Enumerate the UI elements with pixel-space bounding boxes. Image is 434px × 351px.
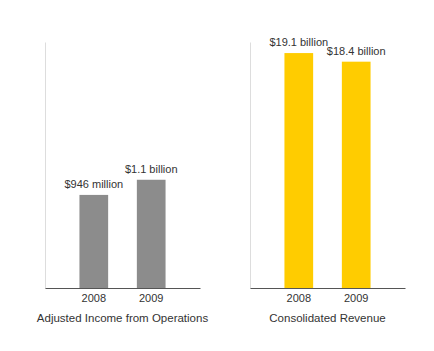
- x-tick: 2008: [82, 292, 106, 304]
- bar: [284, 53, 313, 288]
- x-tick: 2008: [287, 292, 311, 304]
- bar: [137, 180, 166, 288]
- y-axis-line: [45, 43, 46, 289]
- chart-group: 2008 2009 $946 million$1.1 billion Adjusted…: [37, 43, 209, 325]
- y-axis: [250, 43, 251, 289]
- x-axis-line: [251, 288, 406, 289]
- data-label: $1.1 billion: [125, 163, 178, 175]
- bars: [79, 180, 165, 288]
- bar: [342, 62, 371, 288]
- chart-title: Adjusted Income from Operations: [37, 312, 209, 324]
- chart-canvas: 2008 2009 $946 million$1.1 billion Adjusted…: [0, 0, 434, 351]
- chart-group: 2008 2009 $19.1 billion$18.4 billion Consol…: [251, 36, 406, 324]
- bar: [79, 195, 108, 288]
- x-tick: 2009: [139, 292, 163, 304]
- x-tick-label: 2009: [139, 292, 163, 304]
- data-label: $18.4 billion: [327, 45, 386, 57]
- y-axis: [45, 43, 46, 289]
- bars: [284, 53, 370, 288]
- y-axis-line: [250, 43, 251, 289]
- x-tick-label: 2008: [82, 292, 106, 304]
- data-label: $946 million: [64, 178, 123, 190]
- x-tick-label: 2009: [344, 292, 368, 304]
- x-tick-label: 2008: [287, 292, 311, 304]
- x-tick: 2009: [344, 292, 368, 304]
- data-label: $19.1 billion: [269, 36, 328, 48]
- x-axis: 2008 2009: [251, 289, 406, 304]
- x-axis-line: [46, 288, 201, 289]
- chart-title: Consolidated Revenue: [269, 312, 385, 324]
- x-axis: 2008 2009: [46, 289, 201, 304]
